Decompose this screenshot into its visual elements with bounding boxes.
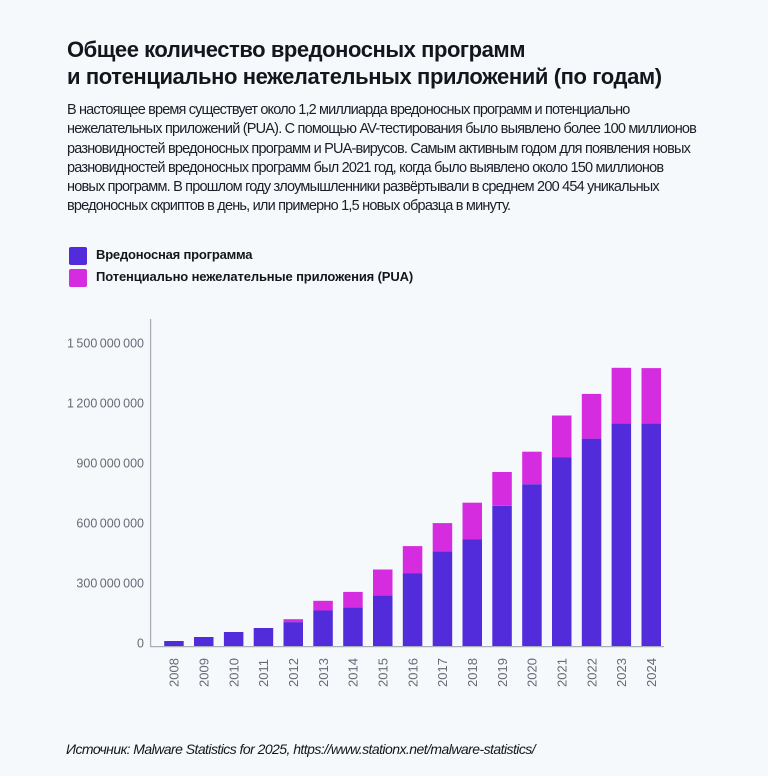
- svg-text:2020: 2020: [525, 658, 540, 687]
- svg-text:900 000 000: 900 000 000: [76, 457, 144, 471]
- svg-text:2013: 2013: [316, 658, 331, 687]
- svg-text:600 000 000: 600 000 000: [76, 517, 144, 531]
- svg-text:2016: 2016: [405, 658, 420, 687]
- svg-text:2018: 2018: [465, 658, 480, 687]
- svg-text:2022: 2022: [584, 658, 599, 687]
- svg-text:1 200 000 000: 1 200 000 000: [67, 397, 144, 411]
- svg-text:0: 0: [137, 637, 144, 651]
- svg-text:2009: 2009: [197, 658, 212, 687]
- svg-text:2015: 2015: [376, 658, 391, 687]
- svg-text:2021: 2021: [554, 658, 569, 687]
- svg-text:2010: 2010: [226, 658, 241, 687]
- svg-text:2017: 2017: [435, 658, 450, 687]
- svg-text:1 500 000 000: 1 500 000 000: [67, 337, 144, 351]
- svg-text:2011: 2011: [256, 659, 271, 687]
- svg-text:2012: 2012: [286, 658, 301, 687]
- svg-text:2019: 2019: [495, 658, 510, 687]
- svg-text:300 000 000: 300 000 000: [76, 577, 144, 591]
- svg-text:2014: 2014: [346, 658, 361, 687]
- svg-text:2023: 2023: [614, 658, 629, 687]
- svg-text:2008: 2008: [167, 658, 182, 687]
- svg-text:2024: 2024: [644, 658, 659, 687]
